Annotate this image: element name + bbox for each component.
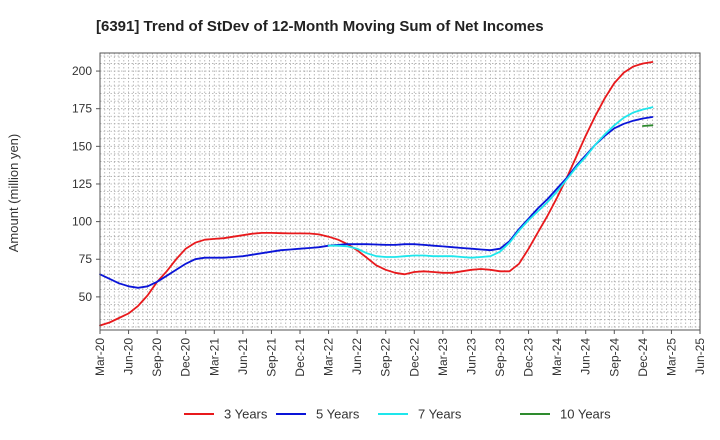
x-tick-label: Jun-20 xyxy=(122,338,136,375)
x-tick-label: Mar-23 xyxy=(436,338,450,376)
y-tick-label: 175 xyxy=(72,102,92,116)
series-line-10-years xyxy=(642,124,654,127)
x-tick-label: Mar-24 xyxy=(550,338,564,376)
x-tick-label: Sep-24 xyxy=(607,338,621,377)
series-line-7-years xyxy=(327,106,654,259)
legend-label: 5 Years xyxy=(316,407,360,422)
x-tick-label: Jun-24 xyxy=(579,338,593,375)
x-tick-label: Sep-23 xyxy=(493,338,507,377)
y-tick-label: 50 xyxy=(79,290,93,304)
x-tick-label: Jun-25 xyxy=(693,338,707,375)
legend-label: 3 Years xyxy=(224,407,268,422)
y-tick-label: 200 xyxy=(72,64,92,78)
x-tick-label: Sep-20 xyxy=(150,338,164,377)
y-tick-label: 100 xyxy=(72,215,92,229)
x-tick-label: Mar-21 xyxy=(207,338,221,376)
x-tick-label: Mar-25 xyxy=(664,338,678,376)
grid-layer xyxy=(99,53,701,330)
y-axis-label: Amount (million yen) xyxy=(6,134,21,253)
series-line-5-years xyxy=(99,116,654,289)
x-tick-label: Mar-22 xyxy=(322,338,336,376)
x-tick-label: Sep-22 xyxy=(379,338,393,377)
plot-frame xyxy=(99,52,701,331)
y-tick-label: 75 xyxy=(79,252,93,266)
x-tick-label: Dec-20 xyxy=(179,338,193,377)
x-tick-label: Dec-24 xyxy=(636,338,650,377)
x-tick-label: Jun-23 xyxy=(464,338,478,375)
chart-title: [6391] Trend of StDev of 12-Month Moving… xyxy=(96,18,544,35)
x-tick-label: Mar-20 xyxy=(93,338,107,376)
series-line-3-years xyxy=(99,61,654,327)
legend-label: 10 Years xyxy=(560,407,611,422)
legend: 3 Years 5 Years 7 Years 10 Years xyxy=(184,407,611,422)
x-tick-label: Sep-21 xyxy=(264,338,278,377)
y-tick-label: 125 xyxy=(72,177,92,191)
x-tick-label: Dec-22 xyxy=(407,338,421,377)
series-layer xyxy=(99,61,654,327)
x-tick-label: Jun-21 xyxy=(236,338,250,375)
y-tick-label: 150 xyxy=(72,139,92,153)
x-tick-label: Dec-21 xyxy=(293,338,307,377)
x-tick-label: Dec-23 xyxy=(522,338,536,377)
x-tick-label: Jun-22 xyxy=(350,338,364,375)
legend-label: 7 Years xyxy=(418,407,462,422)
tick-layer: 50 75 100 125 150 175 200 Mar-20 Jun-20 Sep-20 Dec… xyxy=(72,64,707,377)
